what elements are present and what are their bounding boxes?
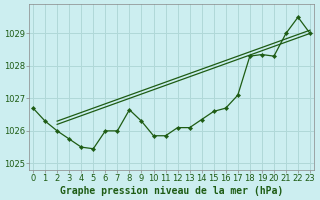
X-axis label: Graphe pression niveau de la mer (hPa): Graphe pression niveau de la mer (hPa): [60, 186, 283, 196]
